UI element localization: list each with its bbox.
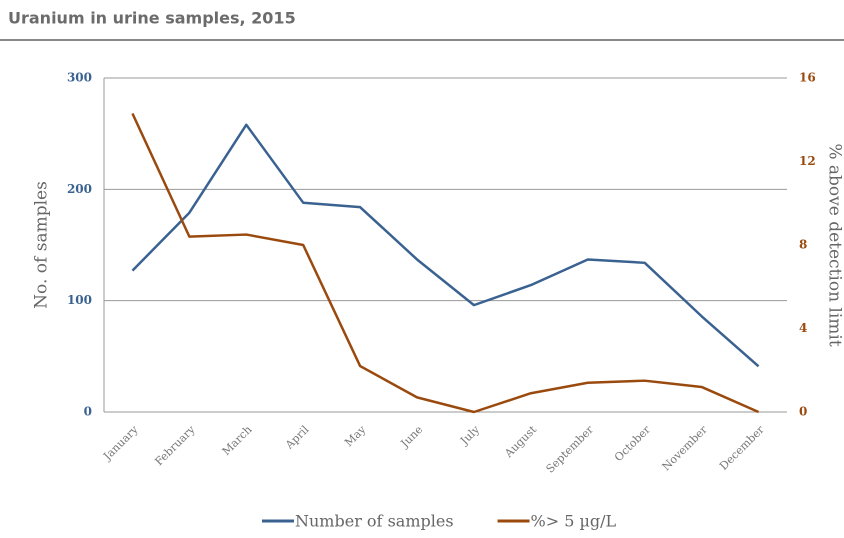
x-tick-label: September bbox=[544, 423, 597, 476]
y2-tick-label: 8 bbox=[799, 238, 807, 252]
y2-tick-label: 4 bbox=[799, 321, 807, 335]
y-tick-label: 200 bbox=[67, 182, 92, 196]
y-tick-label: 300 bbox=[67, 71, 92, 85]
x-tick-label: July bbox=[457, 423, 482, 448]
series-line bbox=[131, 112, 760, 414]
x-tick-label: August bbox=[501, 423, 539, 461]
y-axis-title: No. of samples bbox=[32, 181, 52, 309]
x-tick-label: May bbox=[342, 423, 369, 450]
x-tick-label: February bbox=[152, 423, 198, 469]
legend-label: %> 5 µg/L bbox=[531, 512, 617, 531]
x-tick-label: January bbox=[100, 422, 141, 463]
x-tick-label: October bbox=[612, 423, 654, 465]
y-tick-label: 0 bbox=[84, 405, 92, 419]
chart-title: Uranium in urine samples, 2015 bbox=[8, 9, 296, 28]
x-tick-label: April bbox=[282, 423, 312, 453]
x-tick-label: November bbox=[660, 423, 711, 474]
x-tick-label: March bbox=[220, 423, 255, 458]
series-line bbox=[131, 123, 760, 368]
x-tick-label: June bbox=[398, 423, 426, 451]
y2-tick-label: 16 bbox=[799, 71, 816, 85]
y2-tick-label: 12 bbox=[799, 154, 816, 168]
y-tick-label: 100 bbox=[67, 293, 92, 307]
legend-label: Number of samples bbox=[295, 512, 454, 531]
x-tick-label: December bbox=[717, 423, 767, 473]
y2-tick-label: 0 bbox=[799, 405, 807, 419]
y2-axis-title: % above detection limit bbox=[825, 143, 844, 347]
